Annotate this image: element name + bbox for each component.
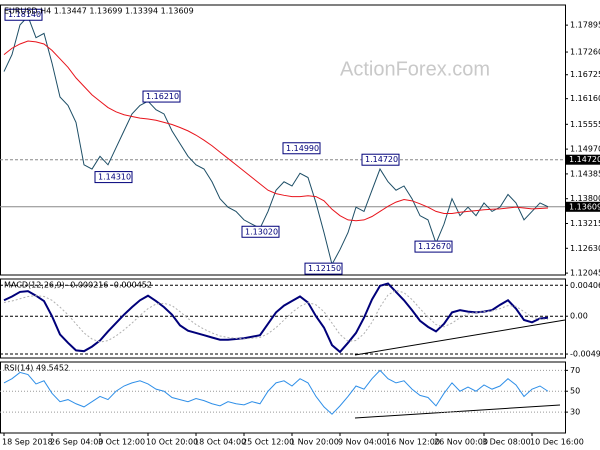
annotation-label: 1.14990: [286, 144, 319, 153]
x-tick-label: 3 Oct 12:00: [98, 438, 145, 447]
annotation-label: 1.13020: [245, 227, 278, 236]
annotation-box: [304, 262, 343, 275]
y-tick-label: 1.12045: [570, 269, 600, 278]
x-tick-label: 10 Oct 20:00: [146, 438, 198, 447]
annotation-label: 1.14720: [365, 155, 398, 164]
y-tick-label: 1.14385: [570, 169, 600, 178]
annotation-box: [4, 8, 43, 21]
y-tick-label: 1.13800: [570, 194, 600, 203]
y-tick-label: 1.13215: [570, 219, 600, 228]
panel-frame: [0, 4, 566, 276]
y-tick-label: 50: [570, 387, 580, 396]
y-tick-label: 1.17895: [570, 21, 600, 30]
level-label: 1.13609: [569, 202, 600, 211]
y-tick-label: 30: [570, 408, 580, 417]
panel-title: MACD(12,26,9) -0.000216 -0.000452: [4, 281, 152, 290]
y-tick-label: 70: [570, 366, 580, 375]
annotation-box: [282, 142, 321, 155]
x-tick-label: 16 Nov 12:00: [386, 438, 440, 447]
level-label-box: [566, 201, 600, 212]
annotation-box: [361, 153, 400, 166]
annotation-box: [414, 240, 453, 253]
annotation-label: 1.16210: [146, 92, 179, 101]
y-tick-label: 1.16725: [570, 70, 600, 79]
panel-frame: [0, 361, 566, 434]
x-tick-label: 18 Sep 2018: [2, 438, 53, 447]
series-line: [3, 15, 549, 266]
y-tick-label: 1.17260: [570, 48, 600, 57]
x-tick-label: 9 Nov 04:00: [338, 438, 387, 447]
annotation-box: [94, 171, 133, 184]
annotation-box: [241, 225, 280, 238]
y-tick-label: 0.00: [570, 312, 588, 321]
panel-title: EURUSD,H4 1.13447 1.13699 1.13394 1.1360…: [4, 7, 194, 16]
panel-title: RSI(14) 49.5452: [4, 364, 69, 373]
watermark: ActionForex.com: [340, 58, 490, 80]
level-label: 1.14720: [569, 155, 600, 164]
level-label-box: [566, 154, 600, 165]
annotation-label: 1.18140: [8, 10, 41, 19]
series-line: [3, 369, 549, 415]
trend-line: [354, 404, 561, 419]
x-tick-label: 26 Nov 00:00: [434, 438, 488, 447]
annotation-label: 1.12670: [418, 242, 451, 251]
y-tick-label: 1.15555: [570, 120, 600, 129]
x-tick-label: 25 Oct 12:00: [242, 438, 294, 447]
series-line: [3, 282, 549, 354]
y-tick-label: 1.14970: [570, 145, 600, 154]
x-tick-label: 10 Dec 16:00: [530, 438, 584, 447]
panel-frame: [0, 278, 566, 359]
x-tick-label: 1 Nov 20:00: [290, 438, 339, 447]
annotation-box: [142, 90, 181, 103]
y-tick-label: 1.12630: [570, 244, 600, 253]
x-tick-label: 18 Oct 04:00: [194, 438, 246, 447]
x-tick-label: 3 Dec 08:00: [482, 438, 531, 447]
series-line: [3, 289, 548, 343]
y-tick-label: 0.004069: [570, 281, 600, 290]
trend-line: [354, 319, 566, 356]
annotation-label: 1.14310: [98, 173, 131, 182]
series-line: [3, 40, 549, 222]
y-tick-label: -0.004981: [570, 350, 600, 359]
x-tick-label: 26 Sep 04:00: [50, 438, 103, 447]
annotation-label: 1.12150: [308, 264, 341, 273]
y-tick-label: 1.16160: [570, 94, 600, 103]
